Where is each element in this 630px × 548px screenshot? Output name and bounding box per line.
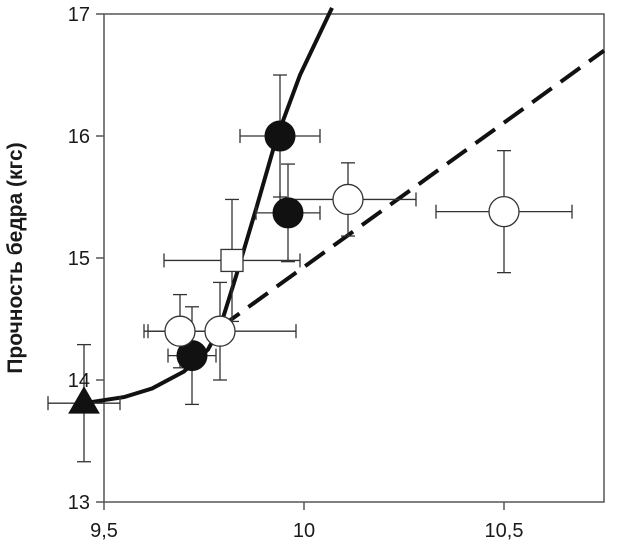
open-circle-point <box>332 183 364 216</box>
y-tick-label: 14 <box>68 370 90 392</box>
open-circle-point <box>204 315 236 347</box>
plot-frame <box>103 13 605 503</box>
open-circle-point <box>488 195 520 228</box>
x-tick-label: 9,5 <box>90 520 118 542</box>
filled-circle-point <box>272 197 304 229</box>
axes <box>103 13 605 503</box>
y-axis-label: Прочность бедра (кгс) <box>4 142 27 373</box>
x-tick-label: 10,5 <box>485 520 524 542</box>
filled-triangle-point <box>68 386 100 414</box>
y-tick-label: 16 <box>68 126 90 148</box>
ticks: 13 14 15 16 17 9,5 10 10,5 <box>68 4 524 542</box>
y-tick-label: 15 <box>68 248 90 270</box>
dashed-fit-line <box>218 48 606 330</box>
y-tick-label: 13 <box>68 492 90 514</box>
open-circle-point <box>164 315 196 347</box>
filled-circle-point <box>264 120 296 152</box>
y-tick-label: 17 <box>68 4 90 26</box>
x-tick-label: 10 <box>293 520 315 542</box>
open-square-point <box>220 248 244 273</box>
error-bars <box>47 74 573 463</box>
data-points <box>68 120 520 414</box>
